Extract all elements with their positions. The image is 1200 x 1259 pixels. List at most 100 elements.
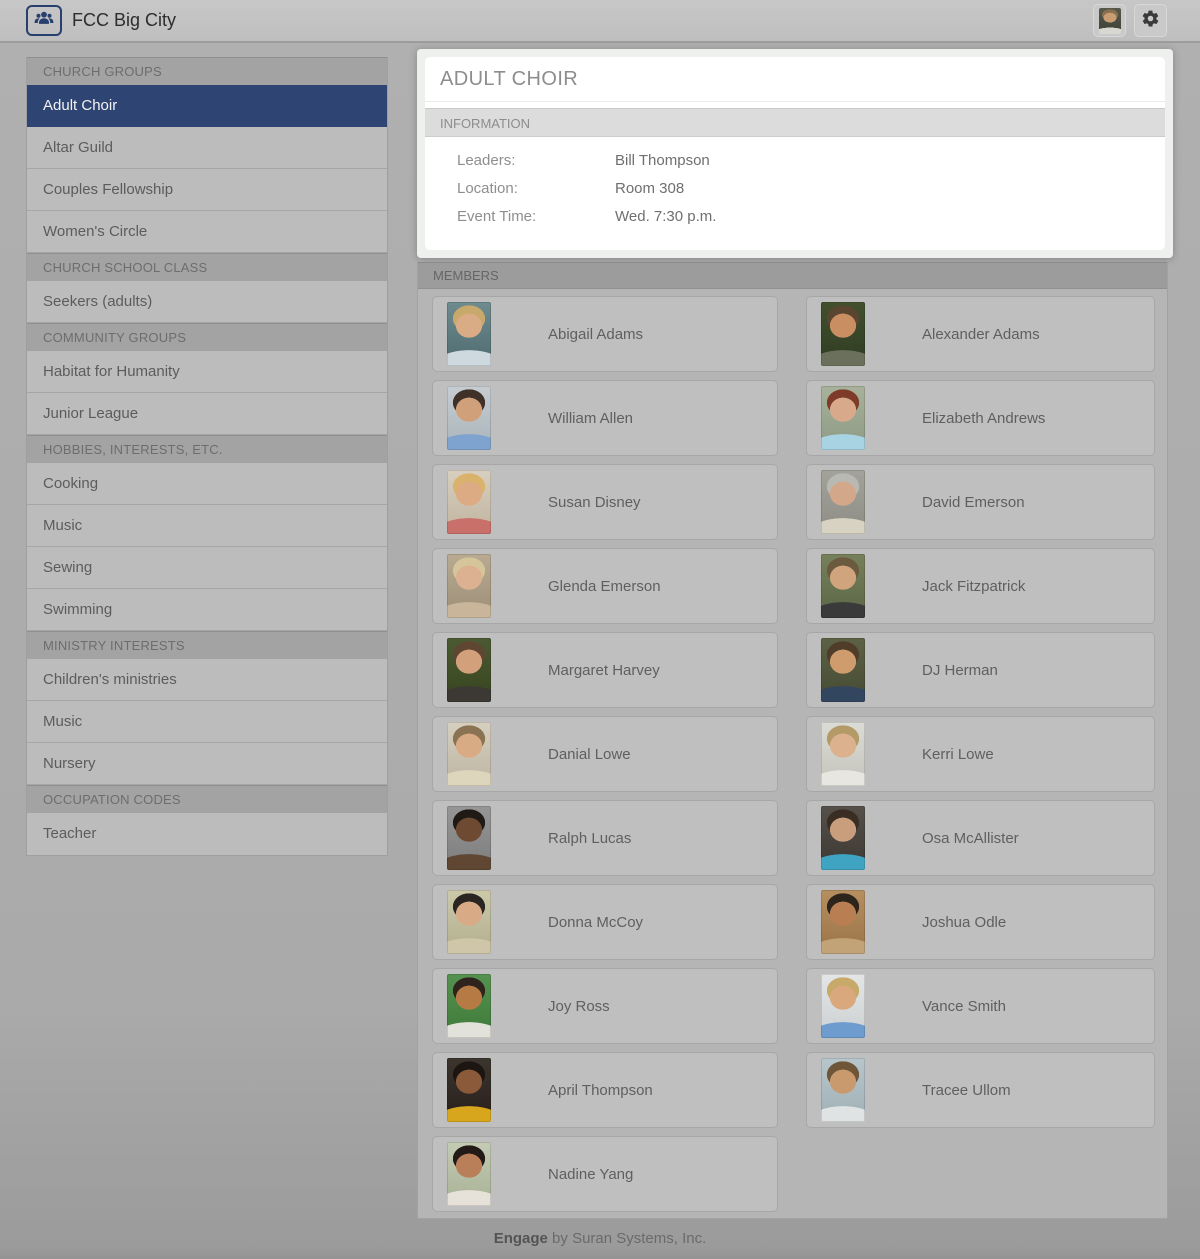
member-card-alexander-adams[interactable]: Alexander Adams xyxy=(806,296,1155,372)
member-photo xyxy=(821,974,865,1038)
member-name: Elizabeth Andrews xyxy=(922,409,1046,427)
group-title: ADULT CHOIR xyxy=(425,57,1165,102)
member-name: Abigail Adams xyxy=(548,325,644,343)
info-field-value: Room 308 xyxy=(615,179,685,197)
sidebar-item-couples-fellowship[interactable]: Couples Fellowship xyxy=(27,169,387,211)
member-card-ralph-lucas[interactable]: Ralph Lucas xyxy=(432,800,778,876)
sidebar-item-women-s-circle[interactable]: Women's Circle xyxy=(27,211,387,253)
profile-avatar-button[interactable] xyxy=(1093,4,1126,37)
member-card-william-allen[interactable]: William Allen xyxy=(432,380,778,456)
member-photo xyxy=(821,1058,865,1122)
sidebar-section-header-hobbies-interests-etc: HOBBIES, INTERESTS, ETC. xyxy=(27,435,387,463)
member-card-elizabeth-andrews[interactable]: Elizabeth Andrews xyxy=(806,380,1155,456)
member-card-dj-herman[interactable]: DJ Herman xyxy=(806,632,1155,708)
member-name: Vance Smith xyxy=(922,997,1006,1015)
footer-brand: Engage xyxy=(493,1230,548,1247)
sidebar-item-swimming[interactable]: Swimming xyxy=(27,589,387,631)
group-info-panel: ADULT CHOIR INFORMATION Leaders: Bill Th… xyxy=(425,57,1165,250)
member-photo xyxy=(447,386,491,450)
member-photo xyxy=(447,974,491,1038)
member-card-abigail-adams[interactable]: Abigail Adams xyxy=(432,296,778,372)
info-field-label: Location: xyxy=(457,179,518,197)
member-photo xyxy=(821,890,865,954)
sidebar-section-header-church-school-class: CHURCH SCHOOL CLASS xyxy=(27,253,387,281)
member-card-danial-lowe[interactable]: Danial Lowe xyxy=(432,716,778,792)
members-section: MEMBERS Abigail Adams Alexander Adams Will… xyxy=(417,262,1168,1219)
member-photo xyxy=(821,638,865,702)
sidebar-section-header-church-groups: CHURCH GROUPS xyxy=(27,57,387,85)
info-field-label: Event Time: xyxy=(457,207,537,225)
top-bar: FCC Big City xyxy=(0,0,1200,43)
sidebar-section-header-occupation-codes: OCCUPATION CODES xyxy=(27,785,387,813)
member-card-susan-disney[interactable]: Susan Disney xyxy=(432,464,778,540)
member-photo xyxy=(447,1058,491,1122)
member-name: Margaret Harvey xyxy=(548,661,660,679)
member-name: Kerri Lowe xyxy=(922,745,994,763)
settings-button[interactable] xyxy=(1134,4,1167,37)
member-photo xyxy=(447,302,491,366)
sidebar-item-music[interactable]: Music xyxy=(27,701,387,743)
info-row: Location: Room 308 xyxy=(425,174,1165,202)
member-name: Danial Lowe xyxy=(548,745,631,763)
member-photo xyxy=(447,638,491,702)
member-name: Osa McAllister xyxy=(922,829,1019,847)
member-name: Nadine Yang xyxy=(548,1165,634,1183)
sidebar-section-header-community-groups: COMMUNITY GROUPS xyxy=(27,323,387,351)
information-rows: Leaders: Bill Thompson Location: Room 30… xyxy=(425,137,1165,238)
member-name: William Allen xyxy=(548,409,634,427)
user-avatar xyxy=(1098,7,1121,34)
member-name: Ralph Lucas xyxy=(548,829,632,847)
sidebar-item-nursery[interactable]: Nursery xyxy=(27,743,387,785)
member-card-osa-mcallister[interactable]: Osa McAllister xyxy=(806,800,1155,876)
member-name: Alexander Adams xyxy=(922,325,1040,343)
member-card-david-emerson[interactable]: David Emerson xyxy=(806,464,1155,540)
members-grid: Abigail Adams Alexander Adams William Alle… xyxy=(418,289,1167,1212)
member-photo xyxy=(821,806,865,870)
sidebar-item-music[interactable]: Music xyxy=(27,505,387,547)
member-photo xyxy=(447,554,491,618)
footer: Engage by Suran Systems, Inc. xyxy=(0,1230,1200,1250)
users-group-icon xyxy=(32,8,56,34)
member-card-vance-smith[interactable]: Vance Smith xyxy=(806,968,1155,1044)
app-logo xyxy=(26,5,62,36)
info-field-label: Leaders: xyxy=(457,151,516,169)
sidebar-item-children-s-ministries[interactable]: Children's ministries xyxy=(27,659,387,701)
sidebar-item-altar-guild[interactable]: Altar Guild xyxy=(27,127,387,169)
sidebar-item-teacher[interactable]: Teacher xyxy=(27,813,387,855)
sidebar-item-cooking[interactable]: Cooking xyxy=(27,463,387,505)
sidebar-item-habitat-for-humanity[interactable]: Habitat for Humanity xyxy=(27,351,387,393)
info-field-value: Wed. 7:30 p.m. xyxy=(615,207,717,225)
sidebar-item-junior-league[interactable]: Junior League xyxy=(27,393,387,435)
member-card-nadine-yang[interactable]: Nadine Yang xyxy=(432,1136,778,1212)
sidebar-item-adult-choir[interactable]: Adult Choir xyxy=(27,85,387,127)
member-name: Susan Disney xyxy=(548,493,641,511)
members-section-header: MEMBERS xyxy=(418,262,1167,289)
highlight-frame: ADULT CHOIR INFORMATION Leaders: Bill Th… xyxy=(417,49,1173,258)
member-name: Joshua Odle xyxy=(922,913,1007,931)
member-name: April Thompson xyxy=(548,1081,653,1099)
sidebar-item-sewing[interactable]: Sewing xyxy=(27,547,387,589)
member-card-glenda-emerson[interactable]: Glenda Emerson xyxy=(432,548,778,624)
sidebar-item-seekers-adults[interactable]: Seekers (adults) xyxy=(27,281,387,323)
member-name: Glenda Emerson xyxy=(548,577,661,595)
member-name: DJ Herman xyxy=(922,661,998,679)
member-photo xyxy=(447,890,491,954)
member-name: Donna McCoy xyxy=(548,913,644,931)
member-card-joy-ross[interactable]: Joy Ross xyxy=(432,968,778,1044)
member-photo xyxy=(821,386,865,450)
footer-text: by Suran Systems, Inc. xyxy=(547,1230,707,1247)
member-card-joshua-odle[interactable]: Joshua Odle xyxy=(806,884,1155,960)
member-card-margaret-harvey[interactable]: Margaret Harvey xyxy=(432,632,778,708)
member-card-jack-fitzpatrick[interactable]: Jack Fitzpatrick xyxy=(806,548,1155,624)
member-card-tracee-ullom[interactable]: Tracee Ullom xyxy=(806,1052,1155,1128)
sidebar-section-header-ministry-interests: MINISTRY INTERESTS xyxy=(27,631,387,659)
member-card-april-thompson[interactable]: April Thompson xyxy=(432,1052,778,1128)
member-card-donna-mccoy[interactable]: Donna McCoy xyxy=(432,884,778,960)
member-name: Jack Fitzpatrick xyxy=(922,577,1026,595)
info-row: Event Time: Wed. 7:30 p.m. xyxy=(425,202,1165,230)
member-photo xyxy=(447,806,491,870)
member-name: Tracee Ullom xyxy=(922,1081,1011,1099)
member-card-kerri-lowe[interactable]: Kerri Lowe xyxy=(806,716,1155,792)
member-photo xyxy=(447,722,491,786)
